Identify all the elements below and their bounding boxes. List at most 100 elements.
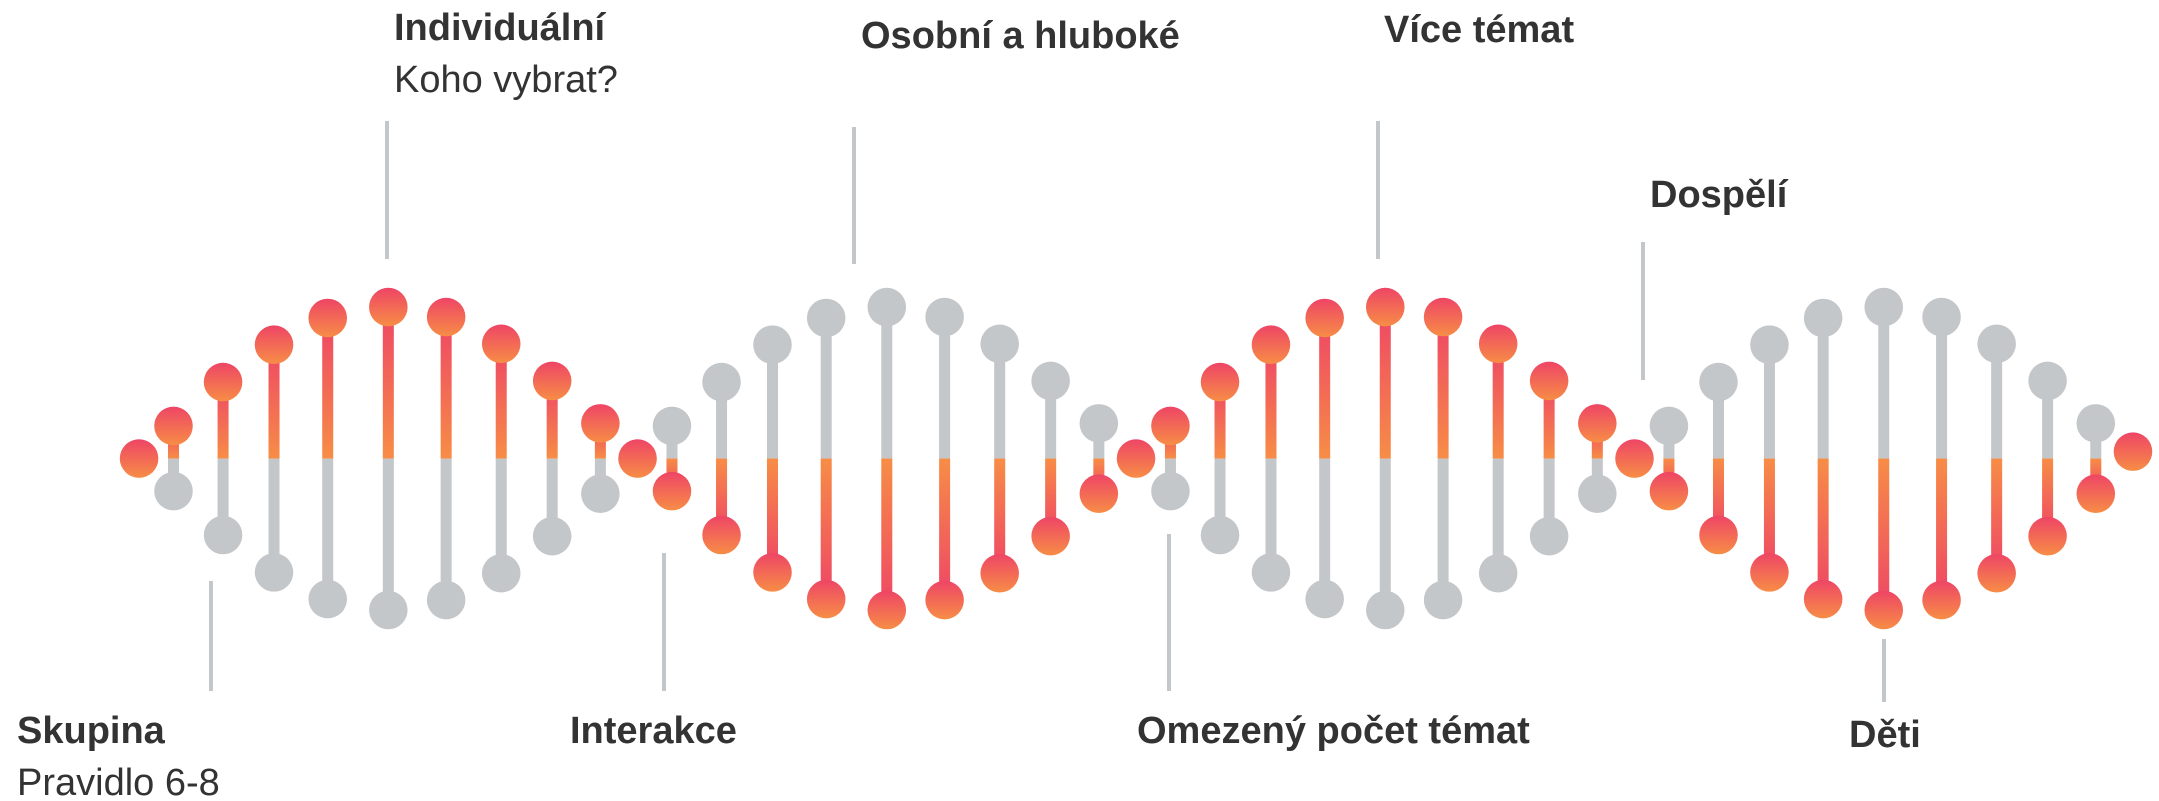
label-title: Omezený počet témat: [1137, 710, 1530, 752]
base-bottom: [154, 472, 193, 511]
base-bottom: [204, 516, 243, 555]
node: [120, 439, 159, 478]
rung-bottom: [322, 459, 333, 600]
base-top: [1031, 362, 1070, 401]
base-top: [369, 288, 408, 327]
base-bottom: [369, 591, 408, 630]
base-bottom: [653, 472, 692, 511]
label-title: Dospělí: [1650, 174, 1789, 216]
rung-top: [1936, 317, 1947, 459]
base-bottom: [1031, 517, 1070, 556]
rung-top: [821, 318, 832, 459]
base-top: [1578, 404, 1617, 443]
rung-top: [939, 317, 950, 459]
rung-top: [441, 317, 452, 459]
base-bottom: [753, 553, 792, 592]
base-bottom: [1750, 553, 1789, 592]
base-top: [427, 298, 466, 337]
rung-top: [1818, 318, 1829, 459]
base-bottom: [1151, 472, 1190, 511]
label-title: Osobní a hluboké: [861, 15, 1180, 57]
base-bottom: [1578, 474, 1617, 513]
label-subtitle: Pravidlo 6-8: [17, 762, 220, 801]
base-bottom: [1201, 516, 1240, 555]
rung-bottom: [441, 459, 452, 601]
rung-top: [383, 307, 394, 458]
base-bottom: [1699, 516, 1738, 555]
label-title: Skupina: [17, 710, 166, 752]
base-top: [1305, 299, 1344, 338]
label-title: Individuální: [394, 7, 607, 49]
rung-top: [1878, 307, 1889, 458]
rung-bottom: [939, 459, 950, 601]
base-bottom: [2077, 474, 2116, 513]
base-top: [1080, 404, 1119, 443]
rung-bottom: [383, 459, 394, 610]
base-top: [1750, 325, 1789, 364]
base-top: [1530, 362, 1569, 401]
node: [2114, 432, 2153, 471]
base-bottom: [1424, 581, 1463, 620]
rung-bottom: [881, 459, 892, 610]
base-bottom: [2028, 517, 2067, 556]
base-bottom: [533, 517, 572, 556]
base-top: [1151, 407, 1190, 446]
base-bottom: [1305, 580, 1344, 619]
rung-bottom: [1319, 459, 1330, 600]
base-bottom: [807, 580, 846, 619]
base-top: [980, 325, 1019, 364]
base-top: [1252, 325, 1291, 364]
base-top: [154, 407, 193, 446]
base-top: [868, 288, 907, 327]
base-bottom: [1864, 591, 1903, 630]
base-bottom: [868, 591, 907, 630]
base-top: [1424, 298, 1463, 337]
rung-bottom: [1818, 459, 1829, 600]
base-bottom: [980, 554, 1019, 593]
rung-top: [881, 307, 892, 458]
base-top: [2077, 404, 2116, 443]
base-top: [255, 325, 294, 364]
base-bottom: [1922, 581, 1961, 620]
rung-bottom: [1438, 459, 1449, 601]
rung-bottom: [821, 459, 832, 600]
dna-helix: [120, 288, 2152, 629]
base-top: [702, 363, 741, 402]
node: [1615, 439, 1654, 478]
base-top: [1366, 288, 1405, 327]
base-top: [753, 325, 792, 364]
label-title: Více témat: [1384, 9, 1574, 51]
base-bottom: [1479, 554, 1518, 593]
base-top: [653, 407, 692, 446]
base-top: [2028, 362, 2067, 401]
base-top: [1479, 325, 1518, 364]
base-top: [581, 404, 620, 443]
rung-top: [1380, 307, 1391, 458]
base-top: [1922, 298, 1961, 337]
base-top: [1650, 407, 1689, 446]
base-top: [1977, 325, 2016, 364]
rung-bottom: [1878, 459, 1889, 610]
base-top: [1699, 363, 1738, 402]
diagram: Individuální Koho vybrat? Osobní a hlubo…: [0, 0, 2159, 801]
base-top: [204, 363, 243, 402]
base-top: [482, 325, 521, 364]
base-top: [1804, 299, 1843, 338]
base-bottom: [482, 554, 521, 593]
base-bottom: [1530, 517, 1569, 556]
base-top: [807, 299, 846, 338]
base-bottom: [308, 580, 347, 619]
base-bottom: [1804, 580, 1843, 619]
label-title: Děti: [1849, 714, 1921, 756]
rung-top: [1438, 317, 1449, 459]
base-bottom: [1977, 554, 2016, 593]
base-top: [308, 299, 347, 338]
base-bottom: [925, 581, 964, 620]
base-top: [533, 362, 572, 401]
base-bottom: [1252, 553, 1291, 592]
rung-bottom: [1936, 459, 1947, 601]
rung-top: [322, 318, 333, 459]
base-top: [925, 298, 964, 337]
base-bottom: [255, 553, 294, 592]
base-bottom: [702, 516, 741, 555]
